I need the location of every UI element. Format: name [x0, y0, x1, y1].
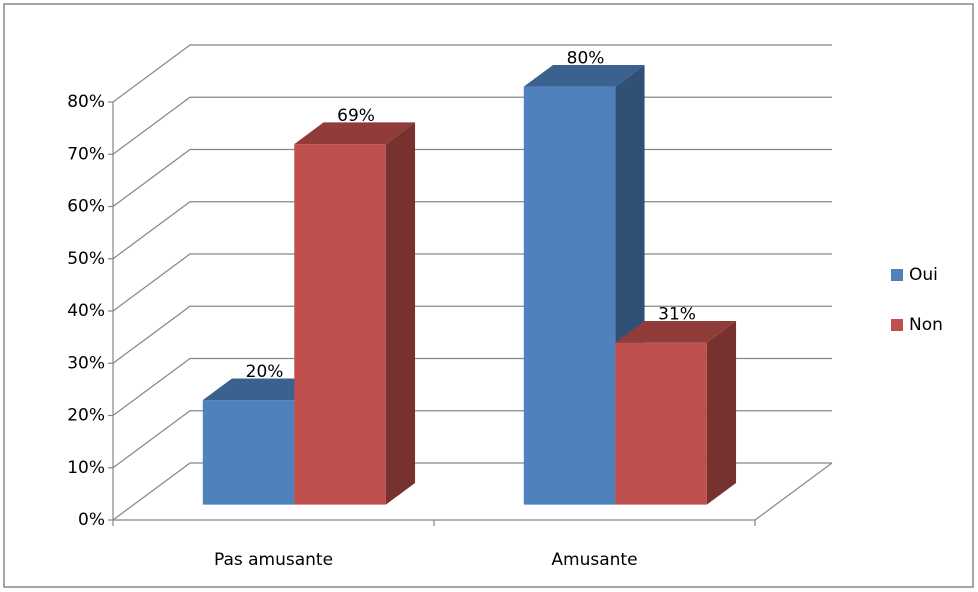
y-tick-label: 80%: [67, 92, 105, 112]
bar-top: [202, 378, 324, 401]
y-tick-label: 60%: [67, 197, 105, 217]
y-tick-label: 30%: [67, 353, 105, 373]
legend-swatch: [891, 269, 903, 281]
bar-top: [294, 122, 416, 145]
y-tick-label: 70%: [67, 144, 105, 164]
bar-side: [706, 320, 737, 505]
data-label: 31%: [658, 305, 696, 325]
chart-frame: [3, 3, 974, 588]
legend-label: Non: [909, 315, 943, 335]
x-tick-label: Pas amusante: [214, 550, 333, 570]
bar-front: [294, 144, 386, 505]
legend-label: Oui: [909, 265, 938, 285]
y-tick-label: 40%: [67, 301, 105, 321]
bar: [294, 122, 416, 505]
bar-front: [615, 342, 707, 505]
bar-top: [523, 64, 645, 87]
x-tick-label: Amusante: [551, 550, 637, 570]
data-label: 80%: [567, 49, 605, 69]
grid-line: [112, 44, 832, 103]
y-tick-label: 20%: [67, 406, 105, 426]
bar-front: [202, 400, 295, 505]
bar-front: [523, 86, 616, 505]
y-tick-label: 50%: [67, 249, 105, 269]
data-label: 20%: [246, 362, 284, 382]
data-label: 69%: [337, 106, 375, 126]
bar: [615, 320, 737, 505]
y-tick-label: 10%: [67, 458, 105, 478]
legend-swatch: [891, 319, 903, 331]
y-tick-label: 0%: [78, 510, 105, 530]
bar-side: [385, 122, 416, 505]
bar-top: [615, 320, 737, 343]
